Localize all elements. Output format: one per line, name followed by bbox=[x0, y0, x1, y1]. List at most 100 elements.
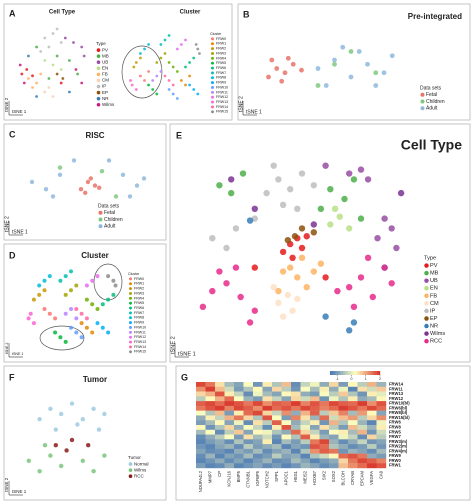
point bbox=[64, 448, 69, 453]
point bbox=[315, 83, 321, 88]
legend-label: CM bbox=[102, 78, 109, 83]
point bbox=[37, 469, 42, 474]
point bbox=[350, 176, 358, 183]
point bbox=[43, 36, 47, 40]
point bbox=[332, 61, 337, 67]
annotation-ellipse bbox=[93, 263, 123, 301]
heatmap-cell bbox=[281, 410, 292, 416]
heatmap-cell bbox=[291, 396, 301, 402]
point bbox=[192, 88, 196, 91]
point bbox=[346, 284, 353, 291]
heatmap-cell bbox=[272, 391, 282, 397]
point bbox=[147, 83, 151, 87]
heatmap-cell bbox=[272, 429, 282, 435]
point bbox=[72, 41, 75, 44]
point bbox=[310, 221, 317, 228]
point bbox=[171, 83, 175, 87]
legend-swatch bbox=[96, 54, 101, 58]
heatmap-cell bbox=[253, 382, 263, 387]
point bbox=[381, 70, 387, 76]
point bbox=[279, 201, 287, 209]
heatmap-cell bbox=[196, 405, 206, 411]
panel-title: Cluster bbox=[180, 10, 201, 16]
heatmap-cell bbox=[367, 429, 377, 435]
point bbox=[223, 244, 230, 252]
heatmap-cell bbox=[272, 382, 282, 387]
point bbox=[79, 321, 84, 326]
heatmap-cell bbox=[272, 386, 282, 392]
heatmap-cell bbox=[196, 453, 206, 459]
legend-swatch bbox=[129, 287, 132, 291]
heatmap-cell bbox=[253, 410, 263, 416]
legend-title: Type bbox=[96, 41, 106, 46]
heatmap-cell bbox=[262, 410, 273, 416]
legend-title: Data sets bbox=[98, 203, 120, 209]
point bbox=[364, 176, 372, 183]
point bbox=[43, 187, 49, 192]
heatmap-cell bbox=[234, 410, 244, 416]
point bbox=[43, 59, 47, 62]
heatmap-cell bbox=[215, 420, 225, 426]
heatmap-cell bbox=[224, 382, 235, 387]
legend-label: FRW14 bbox=[134, 345, 146, 349]
row-label: FRW7 bbox=[389, 434, 401, 439]
heatmap-cell bbox=[319, 444, 330, 450]
heatmap-cell bbox=[253, 458, 263, 464]
heatmap-cell bbox=[310, 444, 320, 450]
heatmap-cell bbox=[291, 439, 301, 445]
colorbar-step bbox=[360, 371, 362, 375]
point bbox=[37, 417, 42, 422]
heatmap-cell bbox=[205, 463, 216, 469]
point bbox=[275, 299, 282, 307]
heatmap-cell bbox=[262, 463, 273, 469]
heatmap-cell bbox=[367, 425, 377, 430]
point bbox=[42, 307, 47, 311]
heatmap-cell bbox=[329, 463, 339, 469]
column-label: KCNJ16 bbox=[226, 470, 231, 486]
colorbar-step bbox=[370, 371, 372, 375]
heatmap-cell bbox=[243, 444, 254, 450]
legend-swatch bbox=[129, 277, 132, 281]
legend-label: RCC bbox=[134, 473, 144, 478]
heatmap-cell bbox=[348, 444, 358, 450]
heatmap-cell bbox=[300, 405, 311, 411]
heatmap-cell bbox=[338, 453, 349, 459]
heatmap-cell bbox=[224, 386, 235, 392]
heatmap-cell bbox=[357, 396, 368, 402]
point bbox=[159, 56, 163, 60]
legend-label: FRW1 bbox=[216, 42, 226, 46]
heatmap-cell bbox=[243, 434, 254, 440]
heatmap-cell bbox=[253, 386, 263, 392]
legend-swatch bbox=[211, 42, 214, 46]
heatmap-cell bbox=[291, 386, 301, 392]
column-label: MMP7 bbox=[207, 470, 212, 483]
point bbox=[27, 54, 30, 58]
heatmap-cell bbox=[196, 425, 206, 430]
point bbox=[63, 292, 68, 297]
point bbox=[39, 50, 43, 53]
point bbox=[393, 244, 400, 252]
heatmap-cell bbox=[234, 401, 244, 407]
heatmap-cell bbox=[348, 410, 358, 416]
heatmap-cell bbox=[281, 382, 292, 387]
panel-title: RISC bbox=[85, 131, 104, 140]
legend-swatch bbox=[129, 311, 132, 315]
point bbox=[27, 77, 30, 80]
legend-swatch bbox=[129, 345, 132, 349]
legend-label: Wilms bbox=[134, 467, 147, 472]
point bbox=[251, 264, 258, 271]
point bbox=[55, 72, 59, 76]
legend-label: FRW6 bbox=[216, 66, 226, 70]
heatmap-cell bbox=[215, 448, 225, 454]
point bbox=[188, 61, 192, 64]
heatmap-cell bbox=[348, 425, 358, 430]
heatmap-cell bbox=[243, 448, 254, 454]
legend-label: EN bbox=[102, 65, 108, 70]
heatmap-cell bbox=[338, 444, 349, 450]
column-label: CTNNB1 bbox=[245, 470, 250, 487]
row-label: FRW11 bbox=[389, 386, 404, 391]
heatmap-cell bbox=[272, 463, 282, 469]
point bbox=[55, 27, 59, 31]
colorbar-step bbox=[355, 371, 357, 375]
point bbox=[69, 269, 73, 274]
